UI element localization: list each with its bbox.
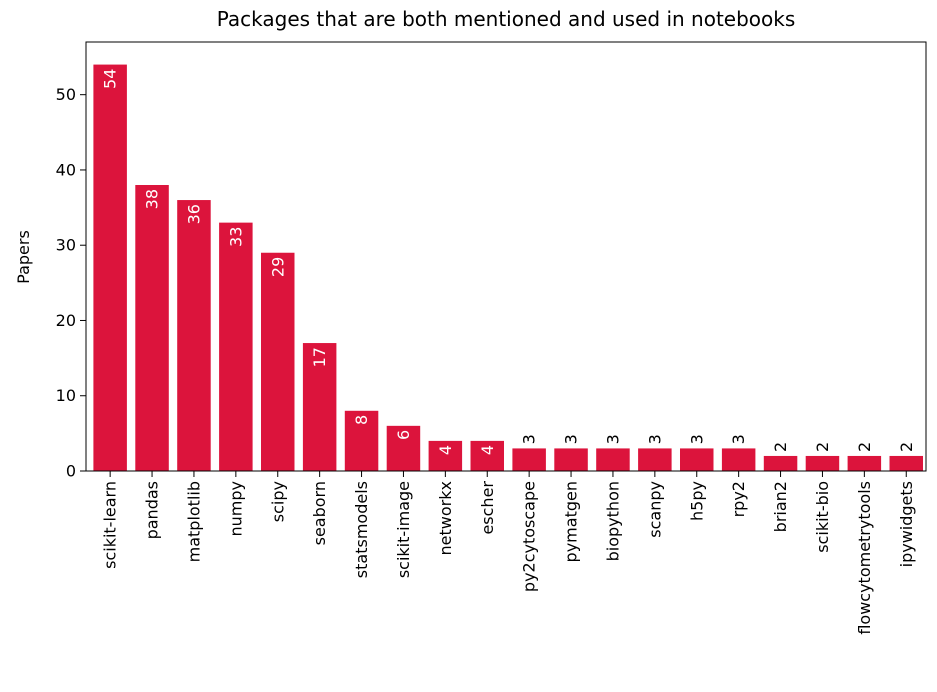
y-tick-label: 10 — [56, 386, 76, 405]
bar-value-label-scikit-learn: 54 — [101, 69, 120, 89]
bar-brian2 — [763, 455, 798, 471]
plot-area-frame — [85, 41, 927, 472]
x-tick-label-scikit-bio: scikit-bio — [813, 481, 832, 553]
bar-value-label-statsmodels: 8 — [352, 415, 371, 425]
bar-scipy — [261, 252, 295, 471]
bar-ipywidgets — [889, 455, 923, 471]
x-ticks-layer: scikit-learn pandas matplotlib numpy scipy se… — [101, 471, 916, 635]
bar-scikit-bio — [805, 455, 840, 471]
x-tick-label-ipywidgets: ipywidgets — [897, 481, 916, 567]
bar-scikit-learn — [93, 64, 127, 471]
y-tick-label: 40 — [56, 160, 76, 179]
y-axis-label: Papers — [14, 230, 33, 284]
bar-value-label-pymatgen: 3 — [562, 434, 581, 444]
y-ticks-layer: 0 10 20 30 40 50 — [56, 85, 86, 481]
bar-escher — [470, 440, 504, 471]
chart-title: Packages that are both mentioned and use… — [217, 7, 796, 31]
x-tick-label-scikit-image: scikit-image — [394, 481, 413, 578]
bar-rpy2 — [721, 448, 756, 471]
bar-py2cytoscape — [512, 448, 546, 471]
bar-value-label-biopython: 3 — [603, 434, 622, 444]
bar-seaborn — [302, 343, 337, 471]
bar-flowcytometrytools — [847, 455, 882, 471]
x-tick-label-networkx: networkx — [436, 481, 455, 555]
bar-biopython — [596, 448, 630, 471]
bar-value-label-scanpy: 3 — [645, 434, 664, 444]
bar-value-label-rpy2: 3 — [729, 434, 748, 444]
bar-numpy — [219, 222, 253, 471]
bar-value-label-h5py: 3 — [687, 434, 706, 444]
x-tick-label-biopython: biopython — [603, 481, 622, 561]
bar-scikit-image — [386, 425, 421, 471]
bar-value-label-networkx: 4 — [436, 445, 455, 455]
y-tick-label: 20 — [56, 311, 76, 330]
bar-matplotlib — [177, 200, 211, 472]
bar-value-label-numpy: 33 — [226, 227, 245, 247]
x-tick-label-rpy2: rpy2 — [729, 481, 748, 517]
bar-value-label-brian2: 2 — [771, 442, 790, 452]
x-tick-label-numpy: numpy — [226, 481, 245, 537]
bars-layer — [93, 64, 923, 472]
y-tick-label: 30 — [56, 236, 76, 255]
bar-value-label-scikit-bio: 2 — [813, 442, 832, 452]
bar-value-label-escher: 4 — [478, 445, 497, 455]
x-tick-label-scikit-learn: scikit-learn — [101, 481, 120, 569]
bar-value-label-py2cytoscape: 3 — [520, 434, 539, 444]
bar-value-label-scikit-image: 6 — [394, 430, 413, 440]
bar-pymatgen — [554, 448, 588, 471]
x-tick-label-escher: escher — [478, 481, 497, 535]
bar-networkx — [428, 440, 463, 471]
bar-pandas — [135, 185, 169, 471]
x-tick-label-seaborn: seaborn — [310, 481, 329, 545]
y-tick-label: 0 — [66, 462, 76, 481]
x-tick-label-h5py: h5py — [687, 481, 706, 521]
x-tick-label-statsmodels: statsmodels — [352, 481, 371, 578]
x-tick-label-pymatgen: pymatgen — [562, 481, 581, 562]
bar-h5py — [680, 448, 714, 471]
bar-scanpy — [638, 448, 672, 471]
bar-value-label-matplotlib: 36 — [184, 204, 203, 224]
bar-value-label-ipywidgets: 2 — [897, 442, 916, 452]
bar-value-label-flowcytometrytools: 2 — [855, 442, 874, 452]
bar-value-label-seaborn: 17 — [310, 347, 329, 367]
x-tick-label-scanpy: scanpy — [645, 481, 664, 538]
bar-value-label-pandas: 38 — [143, 189, 162, 209]
y-tick-label: 50 — [56, 85, 76, 104]
x-tick-label-scipy: scipy — [268, 481, 287, 522]
bar-statsmodels — [344, 410, 379, 471]
x-tick-label-pandas: pandas — [143, 481, 162, 539]
x-tick-label-py2cytoscape: py2cytoscape — [520, 481, 539, 592]
x-tick-label-flowcytometrytools: flowcytometrytools — [855, 481, 874, 635]
x-tick-label-brian2: brian2 — [771, 481, 790, 532]
bar-value-label-scipy: 29 — [268, 257, 287, 277]
x-tick-label-matplotlib: matplotlib — [184, 481, 203, 562]
